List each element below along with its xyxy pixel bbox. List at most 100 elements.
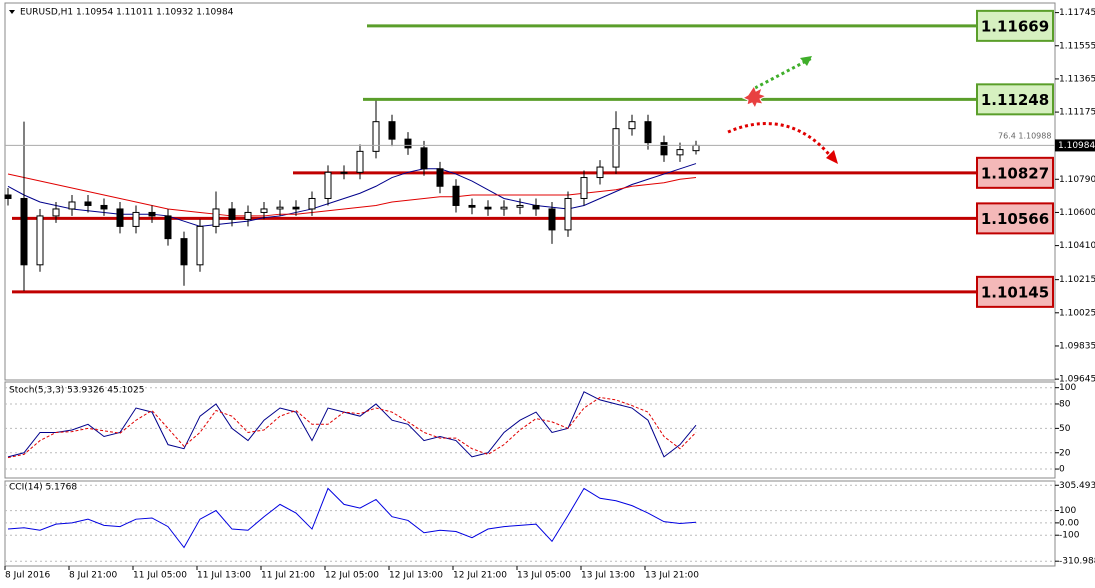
y-tick-label: -310.988 [1059, 557, 1095, 567]
candle-body [276, 206, 284, 210]
candle-body [596, 166, 604, 179]
x-tick-label: 8 Jul 2016 [5, 571, 50, 581]
candle-body [516, 204, 524, 208]
y-tick-label: 100 [1059, 383, 1076, 393]
candle-body [196, 225, 204, 266]
candle-body [68, 201, 76, 210]
y-tick-label: 1.09835 [1059, 341, 1095, 351]
candle-body [580, 177, 588, 199]
candle-body [132, 211, 140, 227]
panel-frame [4, 2, 1056, 381]
candle-body [500, 206, 508, 210]
candle-body [692, 144, 700, 152]
x-tick-label: 8 Jul 21:00 [69, 571, 118, 581]
last-price-box [1055, 139, 1095, 152]
y-tick-label: 1.10410 [1059, 241, 1095, 251]
candle-body [340, 171, 348, 174]
cci-title: CCI(14) 5.1768 [9, 483, 77, 493]
x-tick-label: 12 Jul 21:00 [453, 571, 507, 581]
candle-body [532, 204, 540, 210]
candle-body [436, 168, 444, 187]
x-tick-label: 11 Jul 13:00 [197, 571, 251, 581]
level-box [976, 156, 1054, 189]
y-tick-label: 0 [1059, 465, 1065, 475]
y-tick-label: 1.10025 [1059, 308, 1095, 318]
panel-frame [4, 480, 1056, 567]
candle-body [244, 211, 252, 220]
candle-body [148, 211, 156, 217]
candle-body [292, 206, 300, 210]
fib-label: 76.4 1.10988 [998, 132, 1051, 141]
x-tick-label: 13 Jul 21:00 [645, 571, 699, 581]
candle-body [212, 208, 220, 227]
candle-body [404, 138, 412, 149]
y-tick-label: 1.10215 [1059, 275, 1095, 285]
level-label: 1.11248 [981, 91, 1049, 109]
x-tick-label: 11 Jul 21:00 [261, 571, 315, 581]
candle-body [52, 208, 60, 217]
candle-body [452, 185, 460, 206]
y-tick-label: 1.11365 [1059, 74, 1095, 84]
candle-body [100, 204, 108, 210]
level-label: 1.11669 [981, 17, 1049, 35]
y-tick-label: 1.11175 [1059, 108, 1095, 118]
candle-body [548, 208, 556, 231]
level-box [976, 83, 1054, 116]
up-arrow-head [800, 56, 812, 66]
candle-body [564, 197, 572, 231]
y-tick-label: 1.10790 [1059, 175, 1095, 185]
symbol: EURUSD,H1 [20, 8, 73, 18]
candle-body [612, 128, 620, 168]
breakout-star [741, 84, 768, 110]
indicator-line [7, 391, 697, 458]
y-tick-label: 80 [1059, 399, 1071, 409]
y-tick-label: 1.10600 [1059, 208, 1095, 218]
plot-layer: 1.11745 1.11555 1.11365 1.11175 1.10790 1.106… [4, 2, 1095, 581]
up-arrow [754, 56, 813, 90]
candle-body [4, 194, 12, 199]
x-tick-label: 13 Jul 13:00 [581, 571, 635, 581]
indicator-line [7, 396, 697, 459]
x-tick-label: 13 Jul 05:00 [517, 571, 571, 581]
y-tick-label: 1.11745 [1059, 8, 1095, 18]
candle-body [468, 204, 476, 208]
x-tick-label: 12 Jul 13:00 [389, 571, 443, 581]
menu-icon [9, 10, 15, 14]
candle-body [324, 171, 332, 199]
y-tick-label: 20 [1059, 448, 1071, 458]
y-tick-label: 1.11555 [1059, 41, 1095, 51]
last-price-label: 1.10984 [1058, 141, 1095, 151]
candle-body [660, 142, 668, 156]
y-tick-label: 100 [1059, 506, 1076, 516]
candle-body [628, 121, 636, 130]
y-tick-label: 305.4936 [1059, 481, 1095, 491]
y-tick-label: 50 [1059, 424, 1071, 434]
y-tick-label: 1.09645 [1059, 375, 1095, 385]
candle-body [20, 197, 28, 266]
panel-frame [4, 381, 1056, 479]
candle-body [420, 147, 428, 170]
level-box [976, 275, 1054, 308]
candle-body [180, 238, 188, 266]
down-arrow-head [826, 150, 838, 164]
level-label: 1.10827 [981, 164, 1049, 182]
ohlc: 1.10954 1.11011 1.10932 1.10984 [76, 8, 234, 18]
candle-body [372, 121, 380, 152]
candle-body [356, 150, 364, 173]
candle-body [36, 215, 44, 266]
candle-body [228, 208, 236, 220]
candle-body [260, 208, 268, 213]
y-tick-label: 0.00 [1059, 518, 1079, 528]
level-box [976, 9, 1054, 42]
candle-body [84, 201, 92, 206]
candle-body [484, 206, 492, 210]
y-tick-label: -100 [1059, 531, 1080, 541]
candle-body [676, 149, 684, 156]
level-label: 1.10145 [981, 283, 1049, 301]
stoch-title: Stoch(5,3,3) 53.9326 45.1025 [9, 386, 144, 396]
level-label: 1.10566 [981, 210, 1049, 228]
candle-body [308, 197, 316, 210]
level-box [976, 202, 1054, 235]
indicator-line [7, 487, 697, 549]
